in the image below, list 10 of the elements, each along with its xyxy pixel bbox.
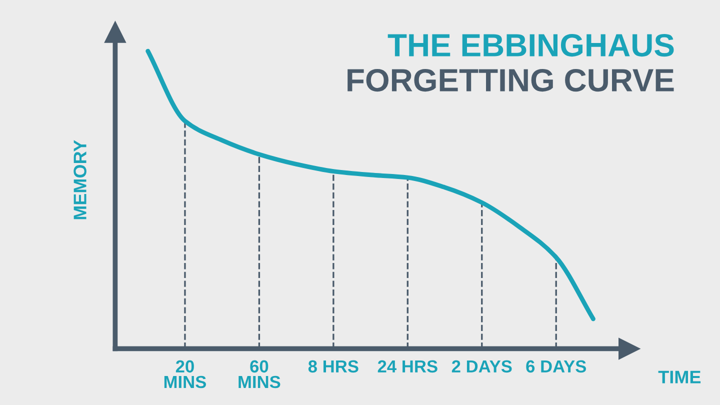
x-tick-label: 2 DAYS: [452, 360, 512, 373]
x-axis-title: TIME: [658, 370, 701, 384]
x-tick-label: 8 HRS: [308, 360, 358, 373]
x-tick-label: 6 DAYS: [526, 360, 586, 373]
x-tick-label: 60 MINS: [238, 360, 280, 388]
y-axis-title: MEMORY: [74, 140, 86, 220]
chart-title: THE EBBINGHAUS: [388, 34, 674, 57]
x-tick-label: 20 MINS: [164, 360, 206, 388]
chart-subtitle: FORGETTING CURVE: [348, 68, 674, 92]
x-tick-label: 24 HRS: [378, 360, 438, 373]
